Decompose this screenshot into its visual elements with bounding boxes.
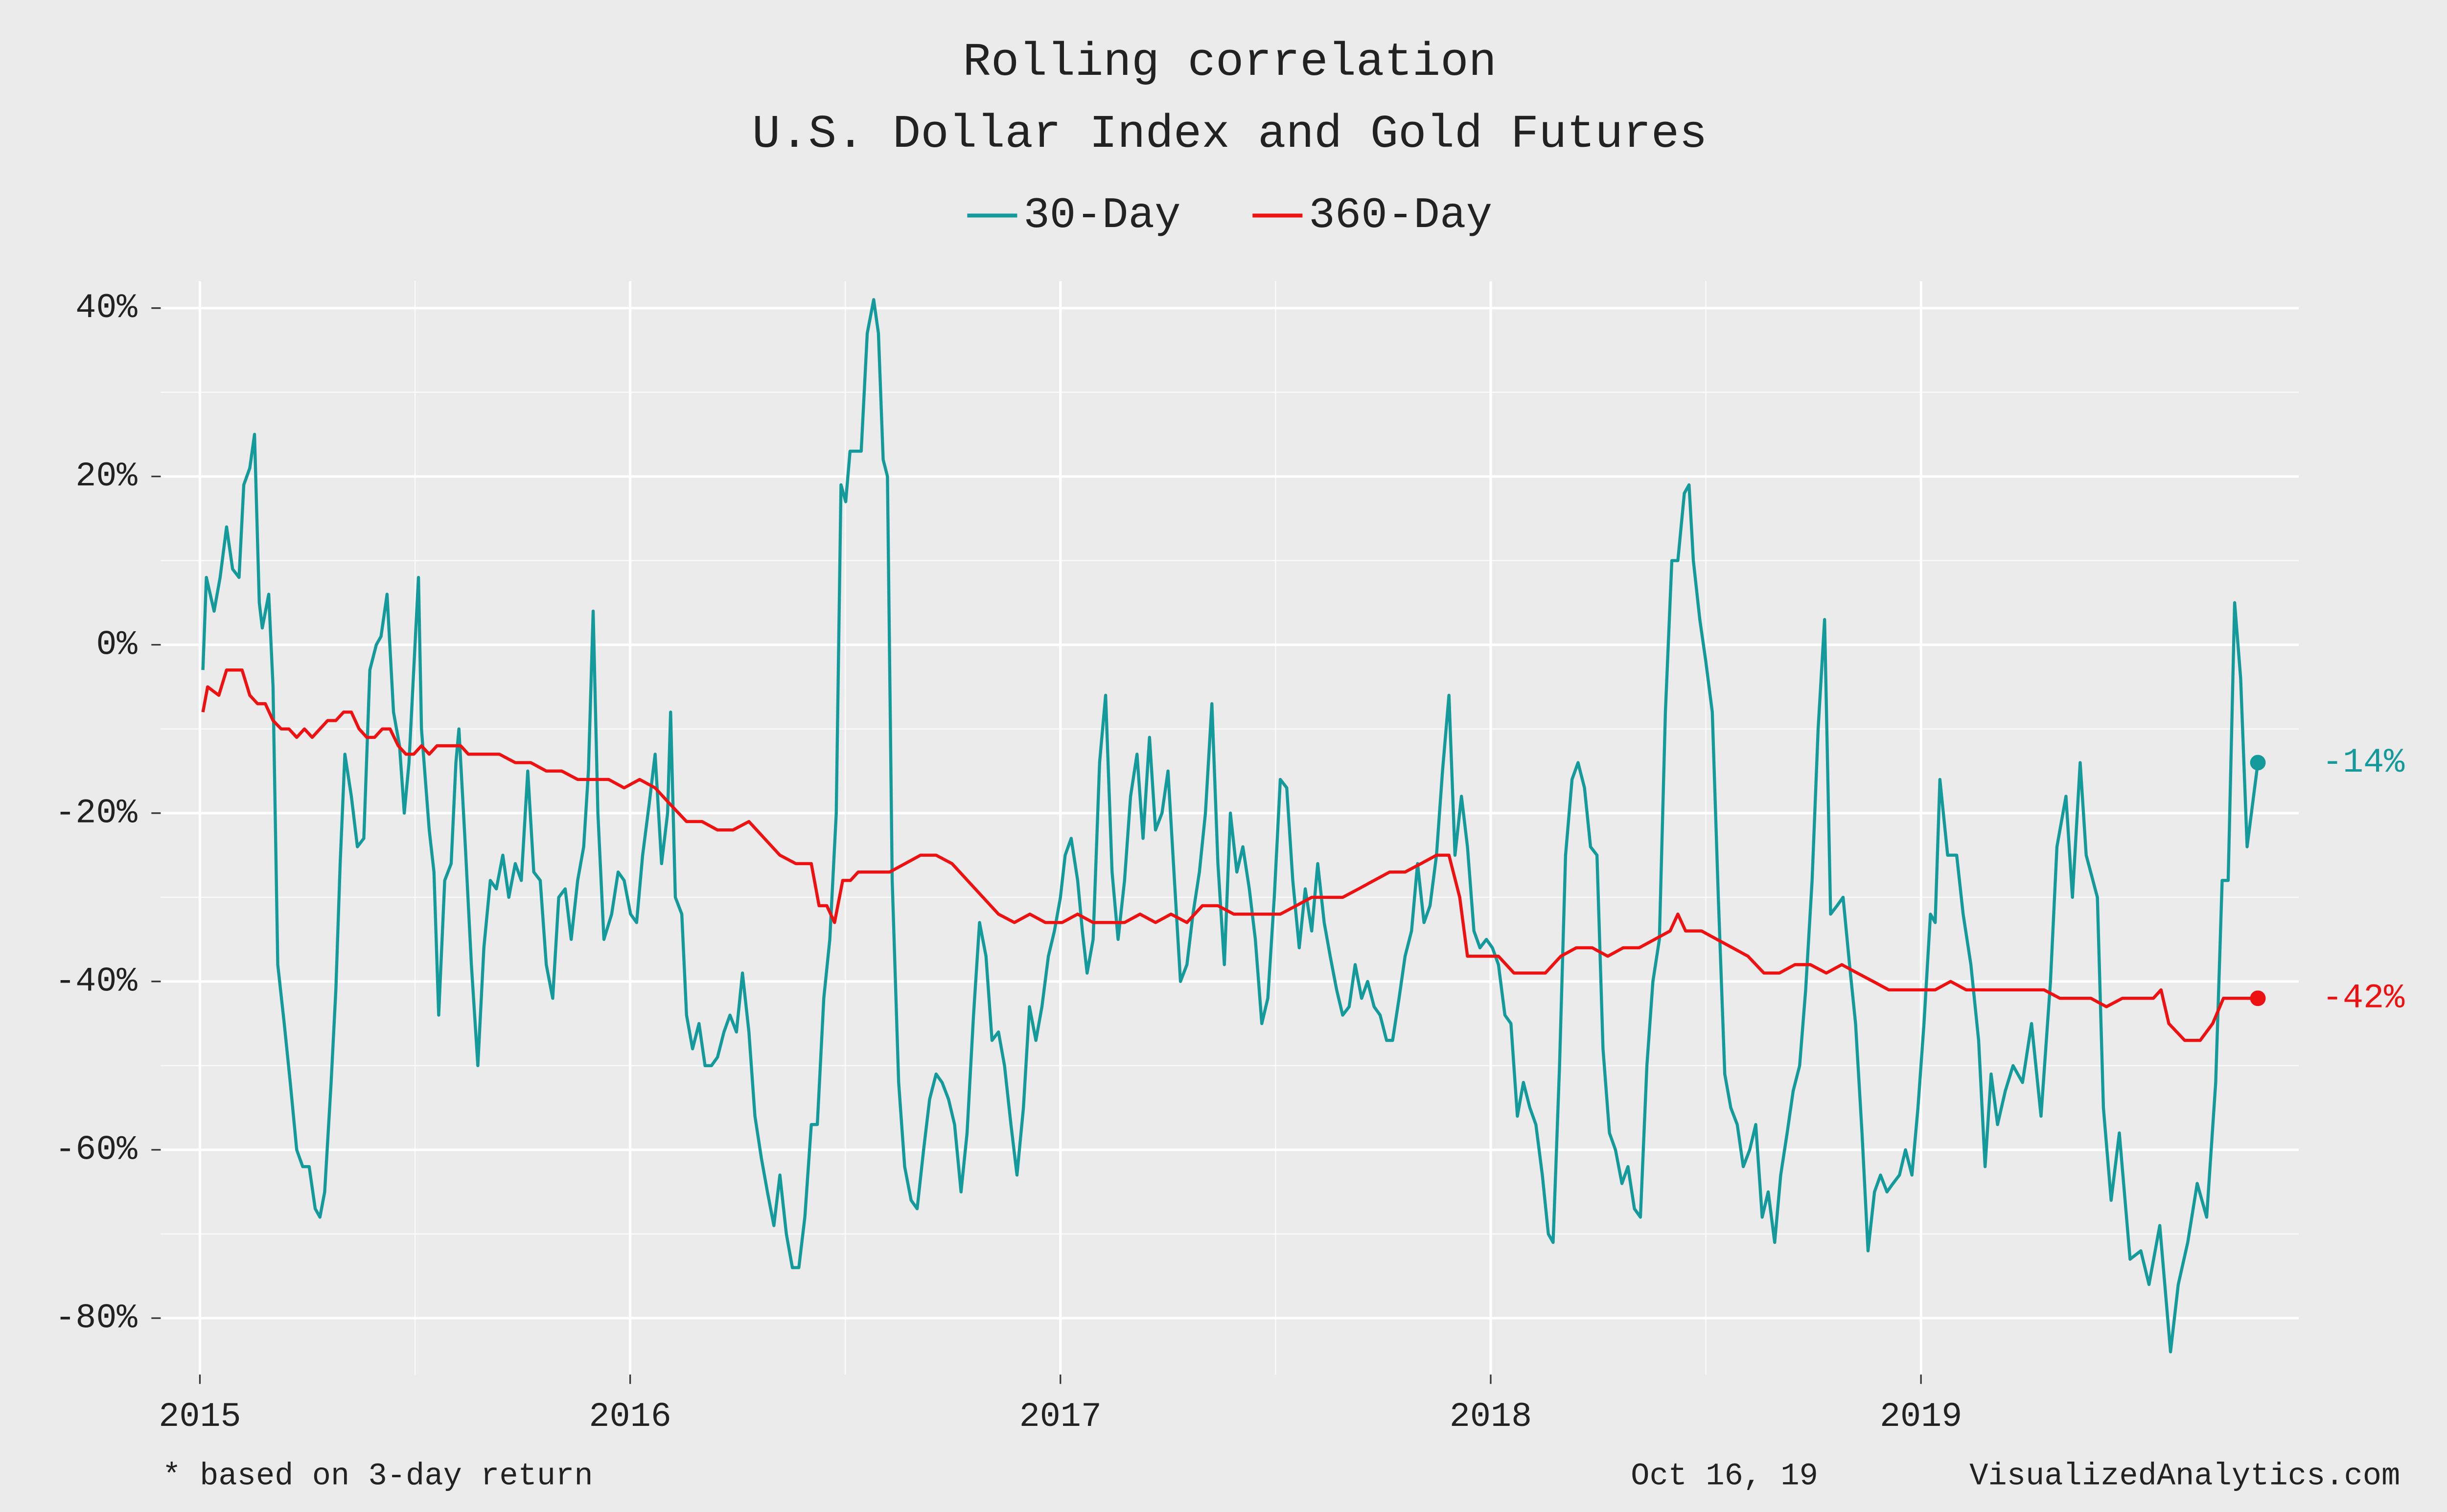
legend-label: 360-Day (1309, 191, 1492, 240)
legend-label: 30-Day (1023, 191, 1180, 240)
x-tick-label: 2016 (589, 1398, 671, 1437)
end-label: -42% (2322, 980, 2405, 1018)
end-point (2250, 755, 2266, 771)
source: VisualizedAnalytics.com (1969, 1459, 2400, 1494)
end-point (2250, 990, 2266, 1007)
y-tick-label: 40% (75, 289, 138, 328)
end-label: -14% (2322, 744, 2405, 782)
chart-subtitle: U.S. Dollar Index and Gold Futures (752, 108, 1708, 161)
y-tick-label: -40% (55, 962, 138, 1001)
y-tick-label: 0% (96, 626, 138, 664)
line-series (201, 668, 2258, 1042)
x-tick-label: 2015 (159, 1398, 241, 1437)
x-tick-label: 2018 (1450, 1398, 1532, 1437)
y-tick-label: -60% (55, 1131, 138, 1169)
y-tick-label: -20% (55, 794, 138, 833)
date: Oct 16, 19 (1631, 1459, 1818, 1494)
chart-title: Rolling correlation (963, 36, 1497, 89)
x-tick-label: 2019 (1880, 1398, 1962, 1437)
line-series (201, 298, 2260, 1353)
x-tick-label: 2017 (1019, 1398, 1102, 1437)
note: * based on 3-day return (162, 1459, 593, 1494)
y-tick-label: 20% (75, 458, 138, 496)
y-tick-label: -80% (55, 1299, 138, 1338)
